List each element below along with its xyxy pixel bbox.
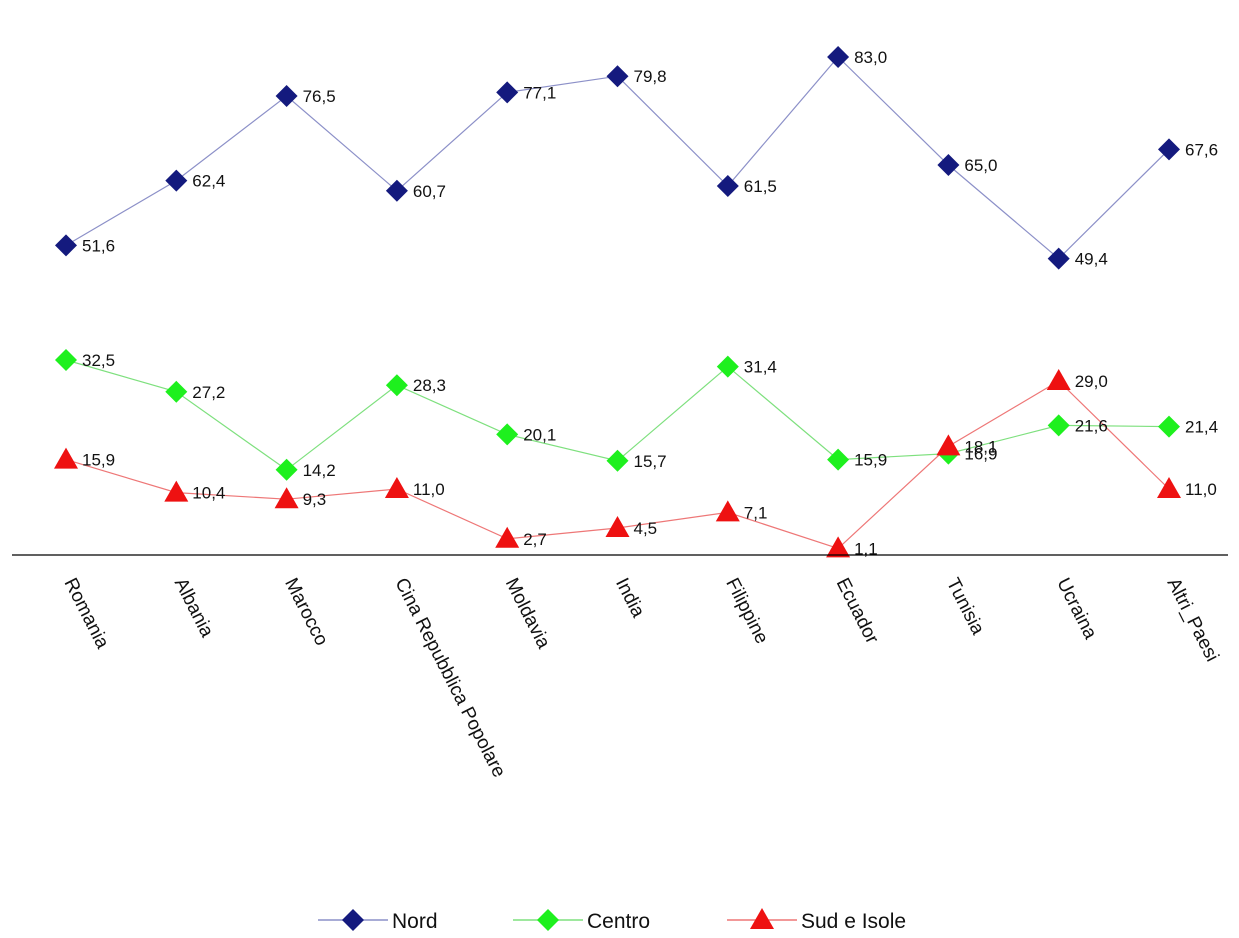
data-point-nord [496, 81, 519, 104]
x-tick-label-romania: Romania [60, 575, 113, 653]
x-tick-label-albania: Albania [170, 575, 218, 641]
data-point-sud-e-isole [384, 477, 409, 498]
legend-marker-nord [342, 909, 364, 931]
data-label-centro: 15,9 [854, 451, 887, 470]
data-point-nord [1047, 247, 1070, 270]
data-label-nord: 49,4 [1075, 250, 1108, 269]
legend-label-nord: Nord [392, 910, 438, 933]
data-point-centro [827, 448, 850, 471]
legend-label-sud-e-isole: Sud e Isole [801, 910, 906, 933]
data-point-nord [827, 46, 850, 68]
data-point-sud-e-isole [1157, 477, 1181, 498]
data-label-nord: 76,5 [303, 87, 336, 106]
data-point-sud-e-isole [495, 526, 520, 548]
data-label-sud-e-isole: 11,0 [413, 480, 445, 499]
data-label-centro: 20,1 [523, 425, 556, 444]
data-label-sud-e-isole: 4,5 [634, 519, 658, 538]
data-point-centro [1047, 414, 1070, 437]
data-label-sud-e-isole: 9,3 [303, 490, 327, 509]
data-point-nord [275, 85, 298, 107]
data-label-sud-e-isole: 1,1 [854, 539, 878, 558]
data-label-nord: 79,8 [634, 67, 667, 86]
legend-label-centro: Centro [587, 910, 650, 933]
data-labels: 51,6 62,4 76,5 60,7 77,1 79,8 61,5 83,0 65,0 49,4… [82, 48, 1218, 558]
legend-marker-sud-e-isole [750, 908, 774, 929]
data-label-nord: 67,6 [1185, 140, 1218, 159]
data-label-centro: 15,7 [634, 452, 667, 471]
data-label-centro: 28,3 [413, 376, 446, 395]
data-point-sud-e-isole [605, 516, 630, 537]
data-label-sud-e-isole: 15,9 [82, 451, 115, 470]
data-point-centro [385, 374, 408, 397]
legend-marker-centro [537, 909, 559, 931]
data-point-centro [1158, 415, 1180, 438]
series-lines [65, 56, 1170, 550]
data-label-sud-e-isole: 18,1 [964, 437, 997, 456]
data-label-nord: 61,5 [744, 177, 777, 196]
data-point-nord [606, 65, 629, 88]
x-tick-label-marocco: Marocco [280, 575, 332, 649]
data-point-sud-e-isole [274, 487, 299, 509]
data-label-centro: 21,6 [1075, 416, 1108, 435]
data-label-centro: 16,9 [964, 445, 997, 464]
data-point-centro [55, 349, 77, 371]
x-tick-label-tunisia: Tunisia [942, 575, 988, 639]
x-tick-label-ucraina: Ucraina [1052, 575, 1101, 643]
data-point-sud-e-isole [164, 480, 189, 502]
data-point-centro [275, 458, 298, 481]
x-axis-category-labels: Romania Albania Marocco Cina Repubblica Pop… [60, 575, 1223, 781]
data-label-nord: 77,1 [523, 83, 556, 102]
data-point-centro [606, 449, 629, 472]
data-label-nord: 60,7 [413, 182, 446, 201]
data-label-nord: 62,4 [192, 172, 225, 191]
data-point-nord [385, 179, 408, 202]
data-point-sud-e-isole [936, 434, 961, 456]
data-label-centro: 27,2 [192, 383, 225, 402]
data-point-nord [1158, 138, 1180, 161]
x-tick-label-cina-repubblica-popolare: Cina Repubblica Popolare [390, 575, 509, 781]
data-point-sud-e-isole [54, 447, 78, 469]
x-tick-label-india: India [611, 575, 649, 622]
data-label-sud-e-isole: 29,0 [1075, 372, 1108, 391]
series-line-nord [65, 56, 1170, 260]
data-label-sud-e-isole: 2,7 [523, 530, 547, 549]
x-tick-label-altri-paesi: Altri_Paesi [1163, 575, 1223, 665]
data-label-centro: 32,5 [82, 351, 115, 370]
data-point-sud-e-isole [826, 536, 851, 558]
data-label-sud-e-isole: 7,1 [744, 503, 768, 522]
series-markers [54, 46, 1181, 558]
data-label-centro: 31,4 [744, 358, 777, 377]
data-point-nord [165, 169, 188, 192]
data-point-centro [165, 380, 188, 403]
data-label-nord: 83,0 [854, 48, 887, 67]
data-point-nord [55, 234, 77, 257]
data-point-sud-e-isole [1046, 369, 1071, 390]
data-point-centro [496, 423, 519, 446]
data-point-nord [716, 175, 739, 197]
data-point-centro [716, 355, 739, 378]
data-label-sud-e-isole: 11,0 [1185, 480, 1217, 499]
x-tick-label-filippine: Filippine [721, 575, 772, 648]
data-label-sud-e-isole: 10,4 [192, 484, 225, 503]
data-point-nord [937, 154, 960, 176]
data-point-sud-e-isole [715, 500, 740, 522]
data-label-nord: 51,6 [82, 236, 115, 255]
data-label-nord: 65,0 [964, 156, 997, 175]
data-label-centro: 14,2 [303, 461, 336, 480]
data-label-centro: 21,4 [1185, 418, 1218, 437]
x-tick-label-moldavia: Moldavia [501, 575, 554, 653]
legend: Nord Centro Sud e Isole [318, 908, 906, 933]
x-tick-label-ecuador: Ecuador [832, 575, 883, 648]
